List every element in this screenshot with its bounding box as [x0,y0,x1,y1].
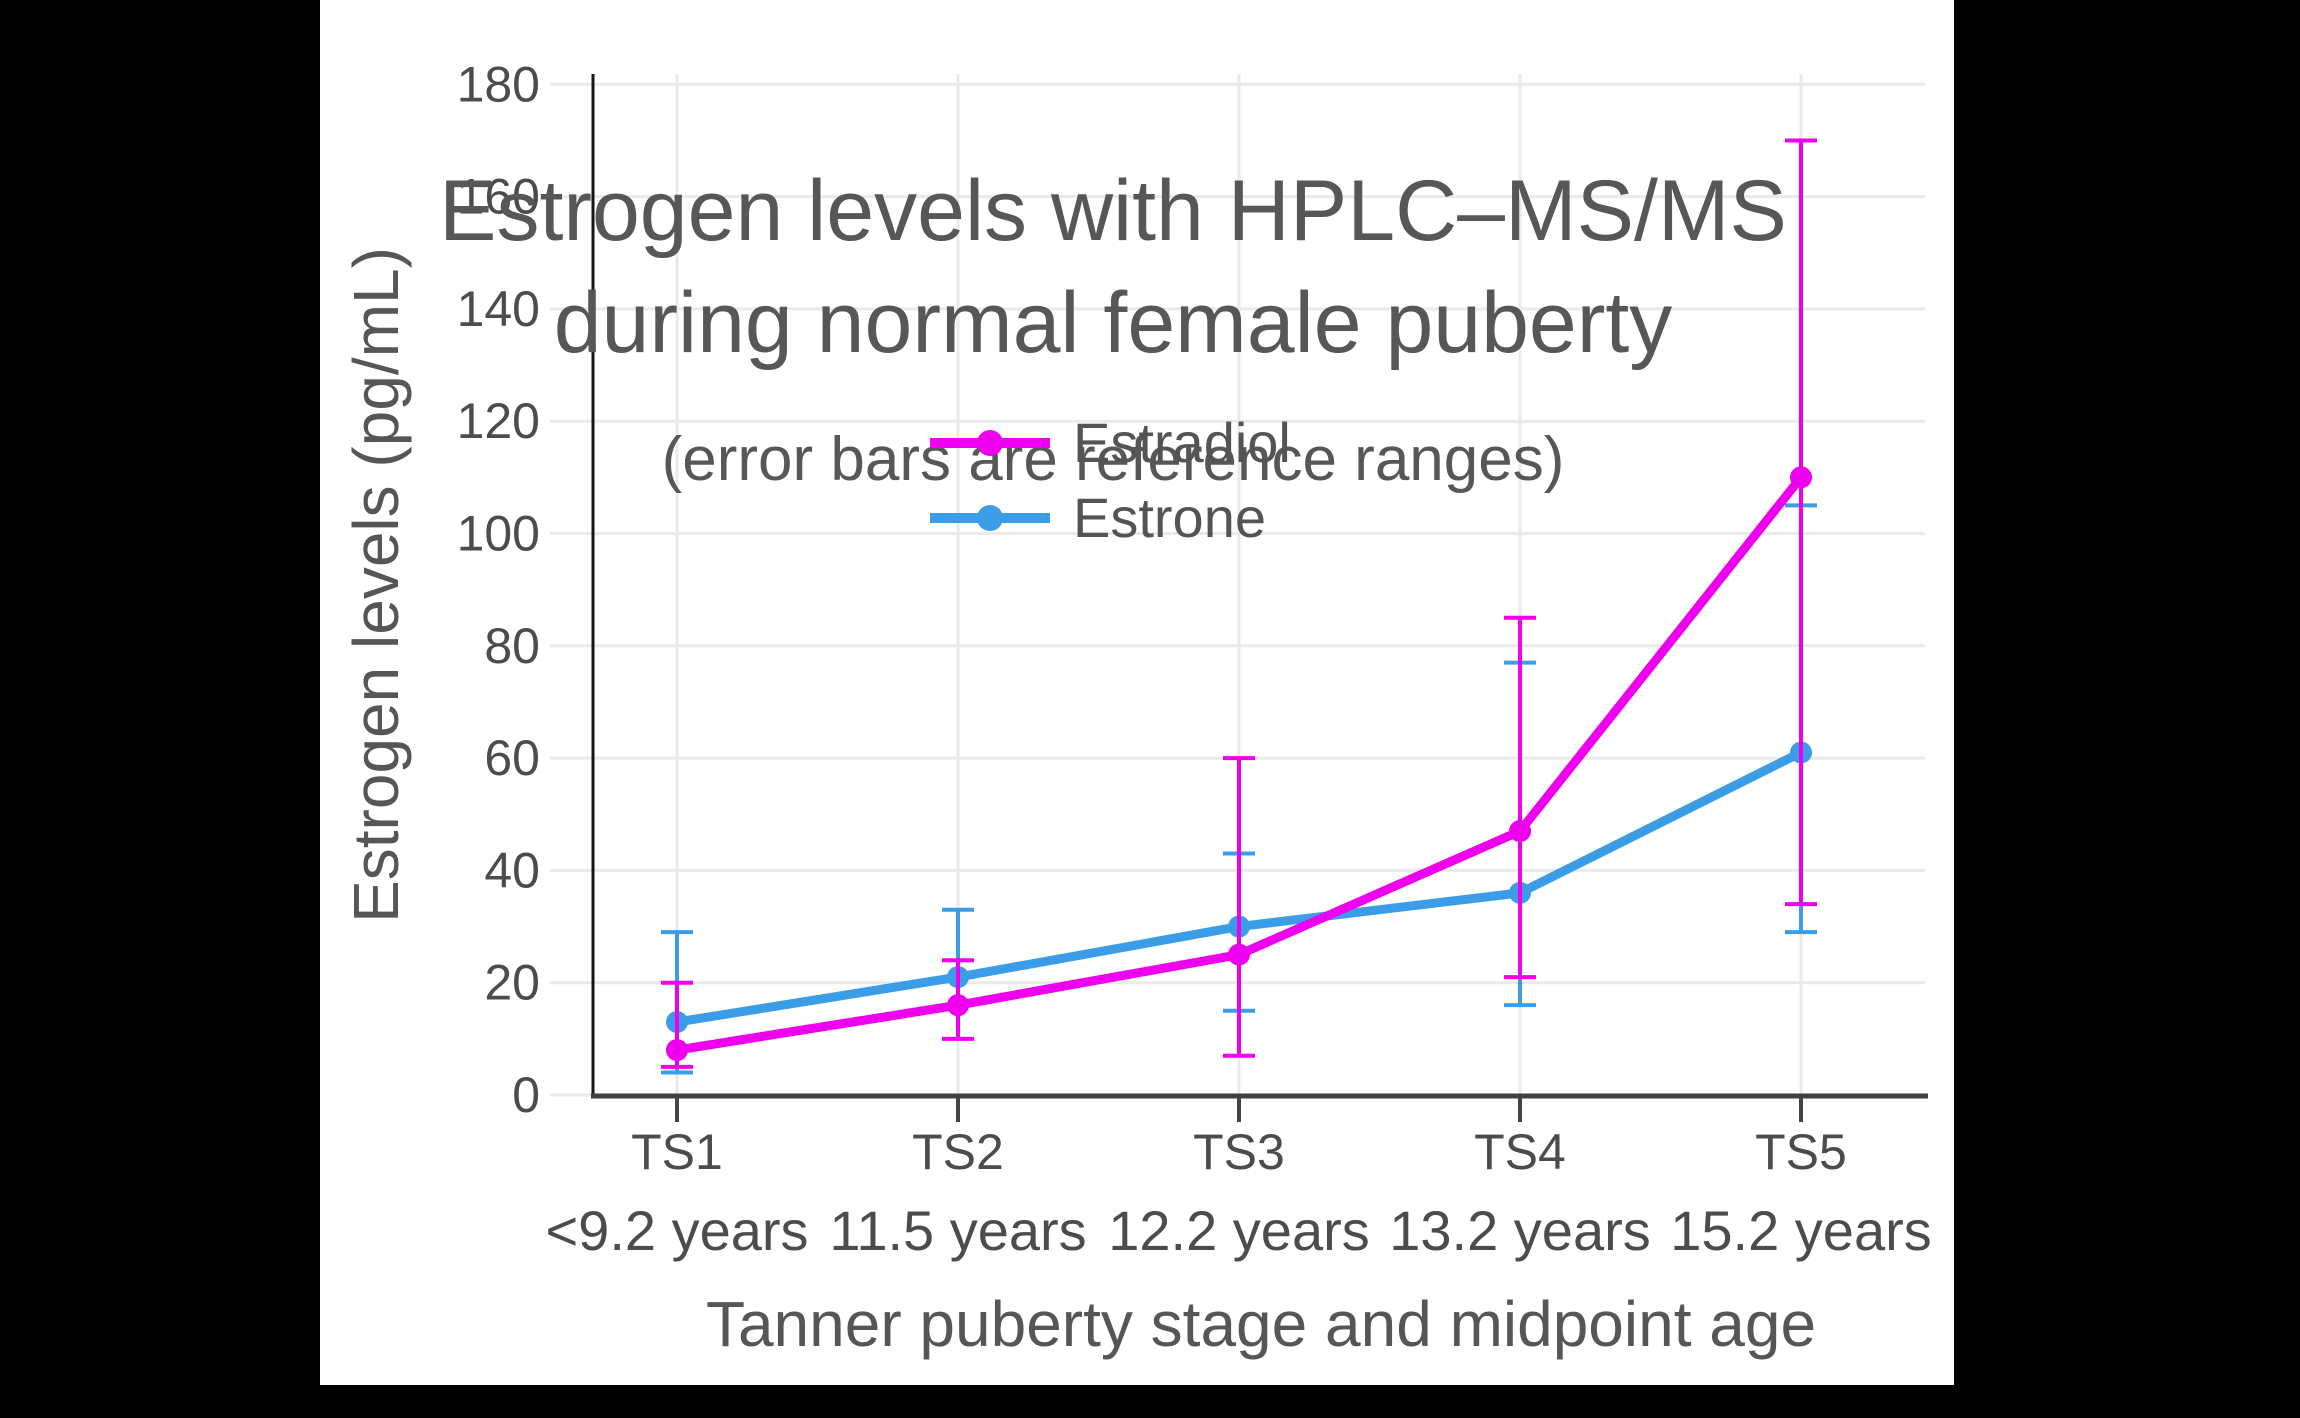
error-bar-estradiol-TS3 [1223,756,1255,1058]
x-tick-label-stage-TS3: TS3 [1193,1124,1285,1180]
chart-title-block: Estrogen levels with HPLC–MS/MS during n… [439,163,1787,494]
point-estradiol-TS2 [947,994,969,1017]
y-tick-label-100: 100 [457,506,540,562]
legend: Estradiol Estrone [930,411,1291,549]
x-tick-label-stage-TS4: TS4 [1474,1124,1566,1180]
legend-item-estrone[interactable]: Estrone [930,486,1266,549]
data-series [661,138,1817,1075]
y-tick-label-120: 120 [457,393,540,449]
point-estradiol-TS3 [1228,943,1250,966]
x-tick-label-age-TS4: 13.2 years [1389,1199,1651,1262]
legend-label-estrone: Estrone [1073,486,1266,549]
x-tick-label-stage-TS2: TS2 [912,1124,1004,1180]
gridlines [550,74,1925,1097]
x-tick-label-age-TS3: 12.2 years [1108,1199,1370,1262]
point-estradiol-TS4 [1509,820,1531,843]
y-tick-label-20: 20 [484,955,540,1011]
legend-marker-estrone-icon [977,505,1003,531]
y-tick-label-140: 140 [457,281,540,337]
series-estradiol [661,138,1817,1069]
x-tick-label-age-TS5: 15.2 years [1670,1199,1932,1262]
y-tick-label-60: 60 [484,730,540,786]
x-tick-label-stage-TS5: TS5 [1755,1124,1847,1180]
y-tick-label-180: 180 [457,56,540,112]
x-tick-label-age-TS1: <9.2 years [545,1199,808,1262]
y-tick-label-0: 0 [512,1067,540,1123]
error-bar-estradiol-TS5 [1785,138,1817,907]
chart-title-line2: during normal female puberty [554,275,1673,371]
legend-item-estradiol[interactable]: Estradiol [930,411,1291,474]
error-bar-estradiol-TS4 [1504,615,1536,980]
point-estradiol-TS1 [666,1039,688,1062]
tick-labels: 0 20 40 60 80 100 120 140 160 180 TS1 <9.2 years TS2… [457,56,1932,1262]
y-tick-label-40: 40 [484,842,540,898]
legend-marker-estradiol-icon [977,430,1003,456]
axes [591,74,1928,1122]
chart-subtitle: (error bars are reference ranges) [662,425,1565,494]
point-estradiol-TS5 [1790,466,1812,489]
x-axis-title: Tanner puberty stage and midpoint age [706,1288,1816,1360]
y-axis-title: Estrogen levels (pg/mL) [340,247,412,923]
chart-title-line1: Estrogen levels with HPLC–MS/MS [439,163,1787,259]
y-tick-label-160: 160 [457,169,540,225]
legend-label-estradiol: Estradiol [1073,411,1291,474]
x-tick-label-stage-TS1: TS1 [631,1124,723,1180]
x-tick-label-age-TS2: 11.5 years [829,1199,1086,1262]
y-tick-label-80: 80 [484,618,540,674]
